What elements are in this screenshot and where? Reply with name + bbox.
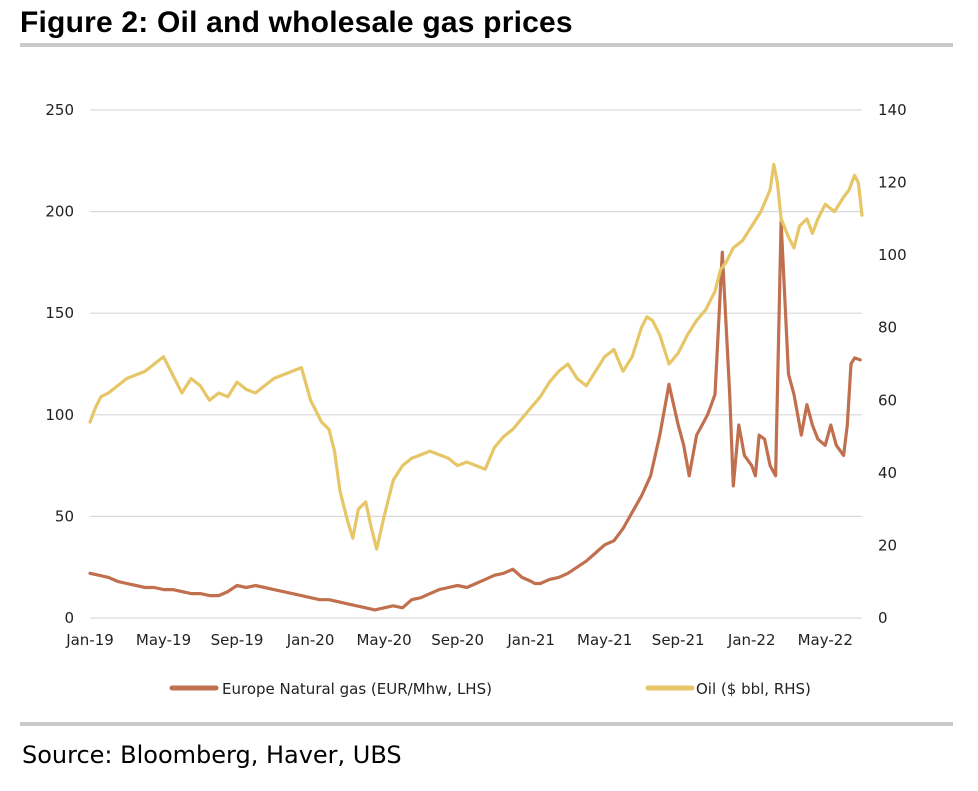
legend-label-gas: Europe Natural gas (EUR/Mhw, LHS) (222, 680, 492, 698)
x-tick-label: May-19 (136, 631, 191, 649)
x-tick-label: Jan-21 (506, 631, 555, 649)
right-tick-label: 140 (878, 101, 907, 119)
right-tick-label: 40 (878, 464, 897, 482)
x-tick-label: Jan-22 (727, 631, 776, 649)
left-tick-label: 0 (64, 609, 74, 627)
x-tick-label: Sep-20 (431, 631, 484, 649)
left-tick-label: 200 (45, 203, 74, 221)
figure-title: Figure 2: Oil and wholesale gas prices (20, 6, 573, 39)
x-tick-label: Sep-19 (211, 631, 264, 649)
source-note: Source: Bloomberg, Haver, UBS (22, 741, 402, 769)
legend-label-oil: Oil ($ bbl, RHS) (696, 680, 811, 698)
x-tick-label: May-20 (356, 631, 411, 649)
x-tick-label: May-22 (798, 631, 853, 649)
right-tick-label: 80 (878, 319, 897, 337)
series-line-gas (88, 220, 862, 612)
x-tick-label: May-21 (577, 631, 632, 649)
left-tick-label: 100 (45, 406, 74, 424)
x-tick-label: Jan-20 (286, 631, 335, 649)
right-tick-label: 0 (878, 609, 888, 627)
x-tick-label: Sep-21 (652, 631, 705, 649)
x-tick-label: Jan-19 (65, 631, 114, 649)
right-tick-label: 100 (878, 246, 907, 264)
right-tick-label: 20 (878, 536, 897, 554)
left-tick-label: 150 (45, 304, 74, 322)
right-tick-label: 120 (878, 174, 907, 192)
right-tick-label: 60 (878, 391, 897, 409)
series-line-oil (88, 162, 864, 551)
bottom-rule (20, 722, 953, 726)
left-tick-label: 50 (55, 507, 74, 525)
left-tick-label: 250 (45, 101, 74, 119)
top-rule (20, 43, 953, 47)
